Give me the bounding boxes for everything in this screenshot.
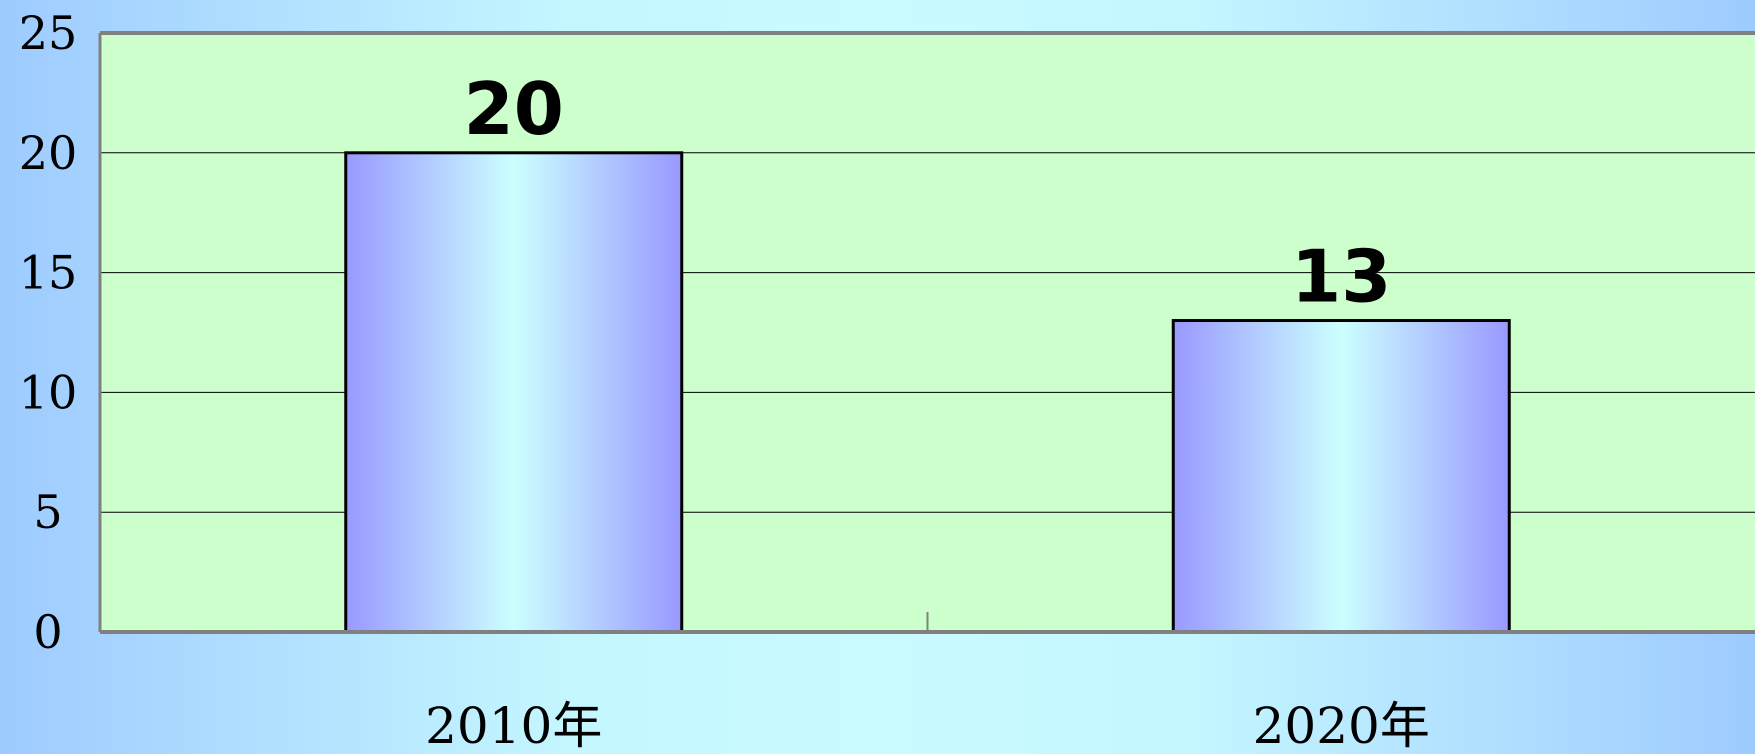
- y-tick-label: 20: [19, 126, 78, 180]
- x-tick-label: 2020年: [1253, 697, 1430, 754]
- y-tick-label: 25: [19, 6, 78, 60]
- y-tick-label: 0: [33, 605, 62, 659]
- axes: [98, 31, 1755, 634]
- x-axis-tick-labels: 2010年 2020年: [425, 697, 1430, 754]
- data-label: 20: [464, 67, 564, 151]
- y-axis-tick-labels: 0 5 10 15 20 25: [19, 6, 78, 659]
- bar-0: [344, 151, 684, 634]
- data-label: 13: [1291, 235, 1391, 319]
- y-tick-label: 10: [19, 365, 78, 419]
- bar-1: [1171, 319, 1511, 634]
- y-tick-label: 5: [33, 485, 62, 539]
- x-tick-label: 2010年: [425, 697, 602, 754]
- y-tick-label: 15: [19, 246, 78, 300]
